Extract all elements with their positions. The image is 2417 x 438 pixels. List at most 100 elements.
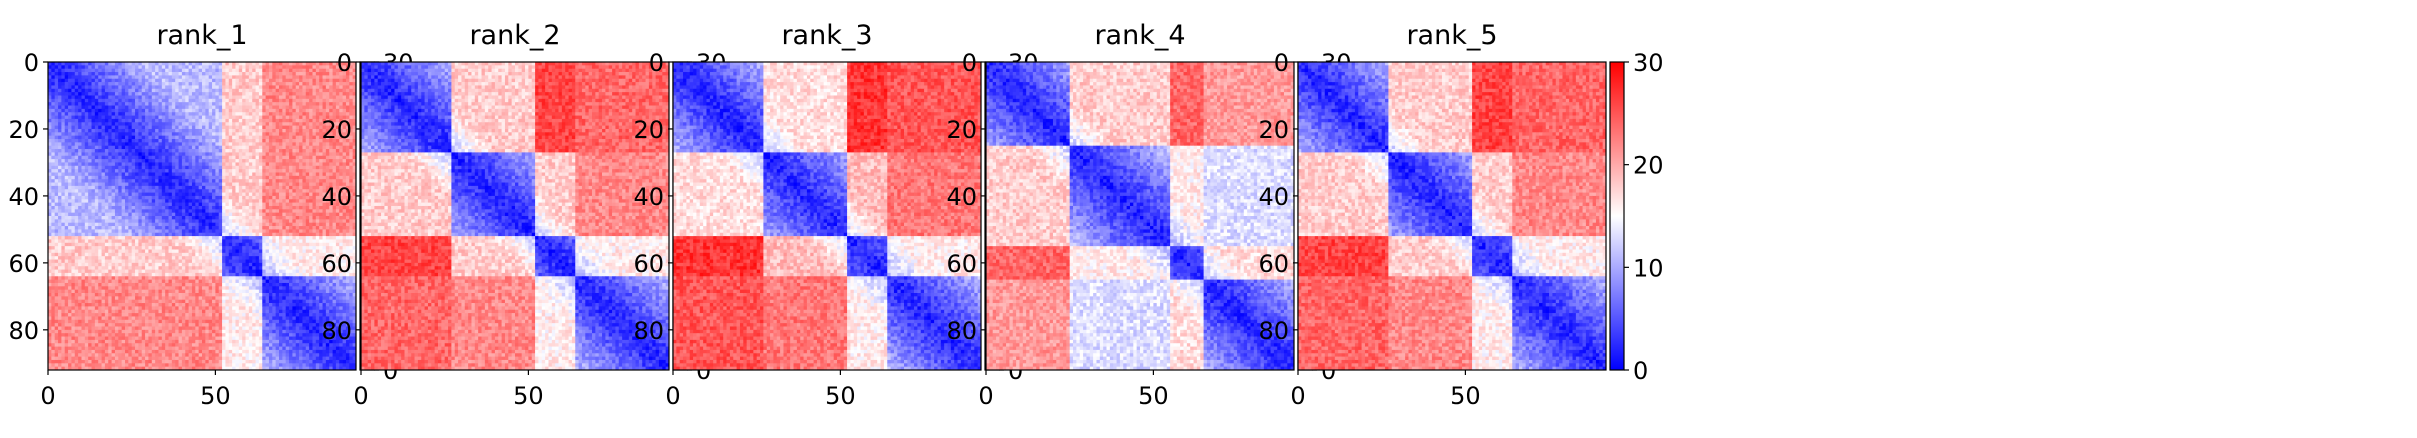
- heatmap-cell: [179, 99, 183, 103]
- heatmap-cell: [215, 95, 219, 99]
- heatmap-cell: [252, 102, 256, 106]
- heatmap-cell: [75, 193, 79, 197]
- heatmap-cell: [118, 99, 122, 103]
- heatmap-cell: [51, 72, 55, 76]
- heatmap-cell: [105, 159, 109, 163]
- heatmap-cell: [81, 320, 85, 324]
- heatmap-cell: [78, 273, 82, 277]
- heatmap-cell: [108, 172, 112, 176]
- heatmap-cell: [78, 353, 82, 357]
- heatmap-cell: [316, 126, 320, 130]
- heatmap-cell: [276, 122, 280, 126]
- heatmap-cell: [71, 310, 75, 314]
- heatmap-cell: [61, 276, 65, 280]
- heatmap-cell: [92, 343, 96, 347]
- heatmap-cell: [132, 99, 136, 103]
- heatmap-cell: [279, 92, 283, 96]
- heatmap-cell: [75, 149, 79, 153]
- heatmap-cell: [209, 126, 213, 130]
- heatmap-cell: [262, 85, 266, 89]
- heatmap-cell: [286, 129, 290, 133]
- heatmap-cell: [68, 196, 72, 200]
- heatmap-cell: [209, 95, 213, 99]
- heatmap-cell: [92, 162, 96, 166]
- heatmap-cell: [105, 109, 109, 113]
- heatmap-cell: [185, 122, 189, 126]
- heatmap-cell: [61, 152, 65, 156]
- heatmap-cell: [158, 129, 162, 133]
- heatmap-cell: [61, 126, 65, 130]
- heatmap-cell: [165, 79, 169, 83]
- heatmap-cell: [115, 132, 119, 136]
- heatmap-cell: [302, 119, 306, 123]
- heatmap-cell: [279, 102, 283, 106]
- heatmap-cell: [319, 89, 323, 93]
- heatmap-cell: [88, 213, 92, 217]
- heatmap-cell: [316, 112, 320, 116]
- heatmap-cell: [78, 256, 82, 260]
- heatmap-cell: [229, 72, 233, 76]
- heatmap-cell: [61, 229, 65, 233]
- heatmap-cell: [58, 333, 62, 337]
- heatmap-cell: [112, 199, 116, 203]
- heatmap-cell: [105, 290, 109, 294]
- heatmap-cell: [105, 172, 109, 176]
- heatmap-cell: [266, 82, 270, 86]
- heatmap-cell: [165, 129, 169, 133]
- heatmap-cell: [323, 109, 327, 113]
- heatmap-cell: [249, 122, 253, 126]
- heatmap-cell: [112, 179, 116, 183]
- heatmap-cell: [92, 82, 96, 86]
- heatmap-cell: [71, 119, 75, 123]
- heatmap-cell: [55, 293, 59, 297]
- heatmap-cell: [175, 99, 179, 103]
- heatmap-cell: [51, 189, 55, 193]
- heatmap-cell: [98, 353, 102, 357]
- heatmap-cell: [85, 343, 89, 347]
- heatmap-cell: [65, 280, 69, 284]
- heatmap-cell: [246, 72, 250, 76]
- heatmap-cell: [92, 183, 96, 187]
- heatmap-cell: [65, 146, 69, 150]
- heatmap-cell: [71, 209, 75, 213]
- heatmap-cell: [292, 112, 296, 116]
- heatmap-cell: [51, 169, 55, 173]
- heatmap-cell: [339, 79, 343, 83]
- heatmap-cell: [55, 313, 59, 317]
- heatmap-cell: [88, 85, 92, 89]
- heatmap-cell: [71, 126, 75, 130]
- heatmap-cell: [68, 286, 72, 290]
- heatmap-cell: [323, 82, 327, 86]
- heatmap-cell: [81, 283, 85, 287]
- heatmap-cell: [78, 226, 82, 230]
- heatmap-cell: [58, 270, 62, 274]
- heatmap-cell: [105, 116, 109, 120]
- heatmap-cell: [222, 75, 226, 79]
- heatmap-cell: [256, 116, 260, 120]
- heatmap-cell: [88, 169, 92, 173]
- heatmap-cell: [252, 122, 256, 126]
- heatmap-cell: [78, 183, 82, 187]
- heatmap-cell: [172, 85, 176, 89]
- heatmap-cell: [51, 347, 55, 351]
- heatmap-cell: [219, 112, 223, 116]
- heatmap-cell: [115, 122, 119, 126]
- heatmap-cell: [51, 290, 55, 294]
- heatmap-cell: [68, 350, 72, 354]
- heatmap-cell: [98, 229, 102, 233]
- heatmap-cell: [145, 85, 149, 89]
- heatmap-cell: [209, 119, 213, 123]
- heatmap-cell: [192, 65, 196, 69]
- heatmap-cell: [112, 196, 116, 200]
- heatmap-cell: [155, 116, 159, 120]
- heatmap-cell: [95, 89, 99, 93]
- heatmap-cell: [98, 72, 102, 76]
- heatmap-cell: [65, 306, 69, 310]
- heatmap-cell: [58, 283, 62, 287]
- heatmap-cell: [78, 172, 82, 176]
- heatmap-cell: [102, 233, 106, 237]
- heatmap-cell: [78, 290, 82, 294]
- heatmap-cell: [75, 293, 79, 297]
- heatmap-cell: [51, 156, 55, 160]
- heatmap-cell: [102, 306, 106, 310]
